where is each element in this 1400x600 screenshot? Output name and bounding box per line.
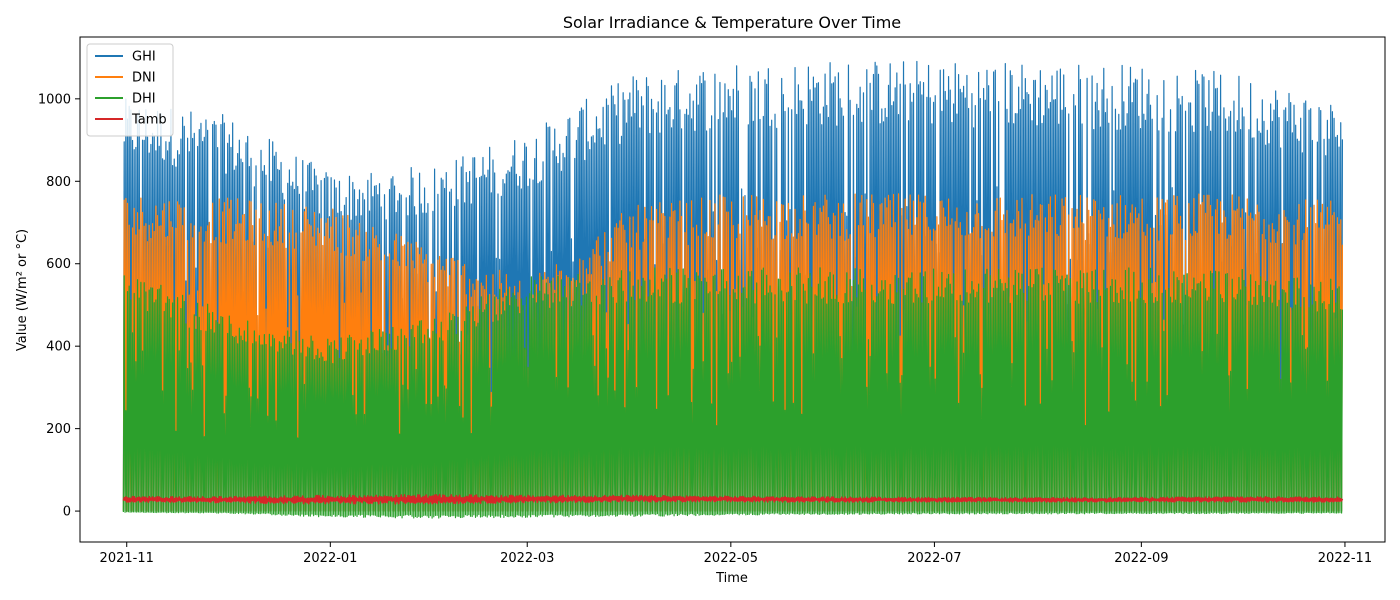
y-tick-label: 200 (46, 422, 71, 437)
legend-label-dhi: DHI (132, 92, 156, 107)
plot-frame (79, 36, 1386, 543)
y-tick-label: 400 (46, 340, 71, 355)
y-tick-label: 800 (46, 175, 71, 190)
x-tick-label: 2022-03 (500, 551, 554, 566)
x-tick-label: 2022-07 (907, 551, 961, 566)
legend-box (86, 43, 174, 137)
y-axis-label: Value (W/m² or °C) (15, 229, 30, 351)
y-tick-label: 1000 (38, 92, 71, 107)
x-tick-label: 2022-11 (1318, 551, 1372, 566)
x-tick-label: 2022-09 (1114, 551, 1168, 566)
x-axis-label: Time (715, 571, 748, 586)
series-line-tamb (122, 493, 1344, 505)
chart-title: Solar Irradiance & Temperature Over Time (563, 13, 901, 32)
x-tick-label: 2021-11 (100, 551, 154, 566)
legend-label-dni: DNI (132, 71, 156, 86)
x-tick-label: 2022-05 (704, 551, 758, 566)
legend-label-ghi: GHI (132, 50, 156, 65)
series-line-dhi (122, 267, 1344, 519)
legend: GHI DNI DHI Tamb (86, 43, 174, 137)
legend-label-tamb: Tamb (131, 113, 167, 128)
y-tick-label: 600 (46, 257, 71, 272)
x-tick-label: 2022-01 (303, 551, 357, 566)
y-tick-label: 0 (63, 505, 71, 520)
